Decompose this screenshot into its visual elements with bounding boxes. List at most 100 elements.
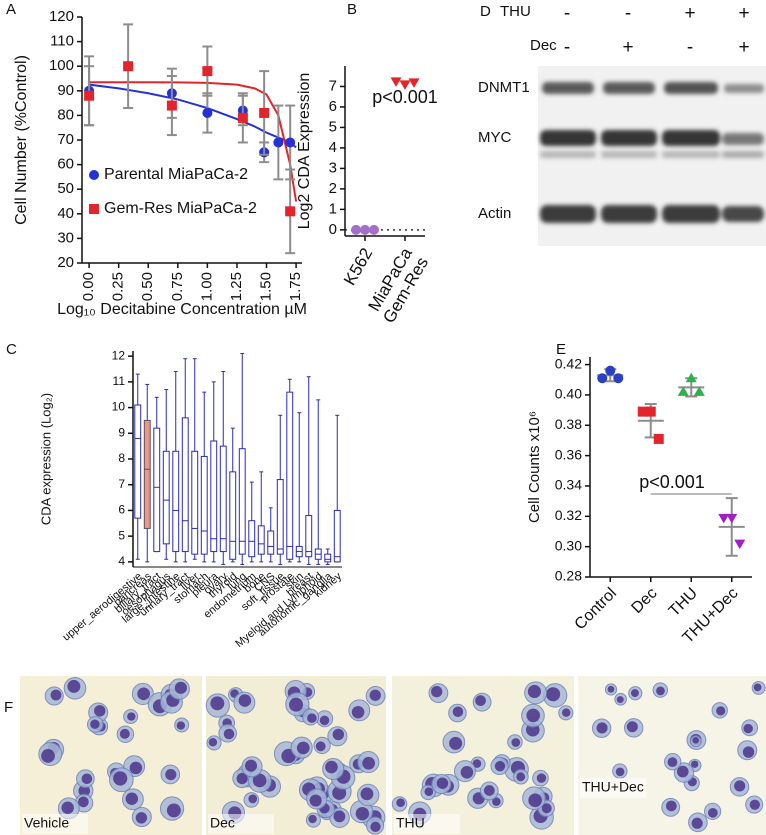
blot-image bbox=[538, 66, 766, 246]
treatment-label: THU bbox=[500, 3, 531, 20]
nucleus bbox=[494, 761, 506, 772]
nucleus bbox=[475, 695, 486, 706]
box bbox=[143, 419, 151, 529]
y-tick-label: 6 bbox=[118, 503, 125, 517]
marker bbox=[734, 539, 746, 550]
micrograph-label: THU+Dec bbox=[582, 779, 644, 795]
y-tick-label: 7 bbox=[118, 477, 125, 491]
marker bbox=[685, 372, 697, 383]
label-backdrop bbox=[22, 814, 88, 834]
nucleus bbox=[460, 765, 474, 779]
y-tick-label: 2 bbox=[329, 180, 337, 197]
nucleus bbox=[691, 817, 703, 829]
nucleus bbox=[319, 715, 330, 726]
blot-band bbox=[722, 206, 764, 222]
x-tick-label: 0.25 bbox=[110, 272, 127, 301]
marker bbox=[718, 513, 730, 524]
y-tick-label: 6 bbox=[329, 98, 337, 115]
nucleus bbox=[308, 814, 317, 824]
treatment-sign: - bbox=[687, 37, 693, 58]
y-axis-title: Cell Number (%Control) bbox=[13, 55, 30, 225]
y-tick-label: 0.40 bbox=[555, 386, 582, 402]
y-tick-label: 90 bbox=[57, 82, 74, 99]
nucleus bbox=[165, 768, 177, 781]
micrograph-label: Vehicle bbox=[24, 815, 69, 831]
nucleus bbox=[355, 806, 370, 821]
treatment-label: Dec bbox=[530, 37, 557, 54]
y-tick-label: 60 bbox=[57, 156, 74, 173]
blot-band bbox=[601, 205, 657, 223]
nucleus bbox=[616, 696, 624, 704]
box bbox=[257, 525, 265, 555]
x-tick-label: 1.50 bbox=[257, 272, 274, 301]
box bbox=[286, 391, 294, 560]
x-axis-title: Log₁₀ Decitabine Concentration µM bbox=[57, 301, 307, 318]
nucleus bbox=[369, 689, 381, 701]
nucleus bbox=[753, 683, 762, 692]
box bbox=[200, 455, 208, 555]
box bbox=[305, 515, 313, 558]
box bbox=[248, 520, 256, 558]
sd-bar bbox=[725, 497, 738, 557]
x-tick-label: 1.00 bbox=[198, 272, 215, 301]
y-tick-label: 110 bbox=[50, 33, 74, 50]
y-tick-label: 0.28 bbox=[555, 568, 582, 584]
nucleus bbox=[734, 780, 746, 792]
marker bbox=[285, 137, 296, 148]
x-tick-label: 0.75 bbox=[169, 272, 186, 301]
nucleus bbox=[129, 761, 143, 775]
marker bbox=[605, 365, 616, 376]
y-tick-label: 40 bbox=[57, 205, 74, 222]
nucleus bbox=[546, 687, 561, 702]
nucleus bbox=[511, 738, 521, 747]
box bbox=[172, 450, 180, 553]
nucleus bbox=[325, 760, 338, 774]
y-tick-label: 4 bbox=[329, 139, 337, 156]
nucleus bbox=[561, 708, 571, 717]
label-backdrop bbox=[208, 814, 274, 834]
protein-label: Actin bbox=[478, 205, 511, 222]
marker bbox=[202, 66, 213, 77]
box bbox=[267, 530, 275, 555]
annotation: p<0.001 bbox=[372, 87, 438, 107]
treatment-sign: - bbox=[564, 37, 570, 58]
legend-label: Gem-Res MiaPaCa-2 bbox=[104, 200, 257, 217]
nucleus bbox=[166, 803, 181, 818]
y-tick-label: 10 bbox=[112, 400, 126, 414]
blot-band bbox=[601, 151, 657, 158]
nucleus bbox=[615, 767, 625, 777]
nucleus bbox=[41, 749, 55, 763]
blot-band bbox=[542, 82, 594, 94]
x-tick-label: THU bbox=[666, 585, 701, 620]
y-tick-label: 5 bbox=[118, 528, 125, 542]
nucleus bbox=[135, 812, 148, 824]
nucleus bbox=[472, 759, 482, 768]
protein-label: DNMT1 bbox=[478, 79, 530, 96]
y-tick-label: 0.32 bbox=[555, 507, 582, 523]
marker bbox=[166, 100, 177, 111]
y-axis-title: Cell Counts x10⁶ bbox=[526, 411, 543, 523]
y-tick-label: 7 bbox=[329, 77, 337, 94]
nucleus bbox=[626, 721, 638, 733]
nucleus bbox=[676, 765, 689, 778]
box bbox=[324, 553, 332, 563]
marker bbox=[399, 80, 411, 90]
marker bbox=[408, 78, 420, 88]
marker bbox=[237, 112, 248, 123]
protein-label: MYC bbox=[478, 129, 512, 146]
nucleus bbox=[137, 687, 150, 701]
nucleus bbox=[630, 689, 639, 698]
nucleus bbox=[238, 694, 252, 707]
box bbox=[219, 445, 227, 553]
nucleus bbox=[526, 708, 541, 723]
y-axis-title: Log2 CDA Expression bbox=[296, 73, 313, 230]
nucleus bbox=[223, 728, 235, 740]
marker bbox=[285, 206, 296, 217]
nucleus bbox=[492, 797, 501, 806]
fit-curve bbox=[88, 83, 297, 149]
y-axis-title: CDA expression (Log₂) bbox=[38, 393, 53, 525]
legend-marker bbox=[89, 170, 99, 180]
nucleus bbox=[61, 801, 74, 815]
fit-curve bbox=[89, 81, 298, 202]
box bbox=[153, 427, 161, 553]
